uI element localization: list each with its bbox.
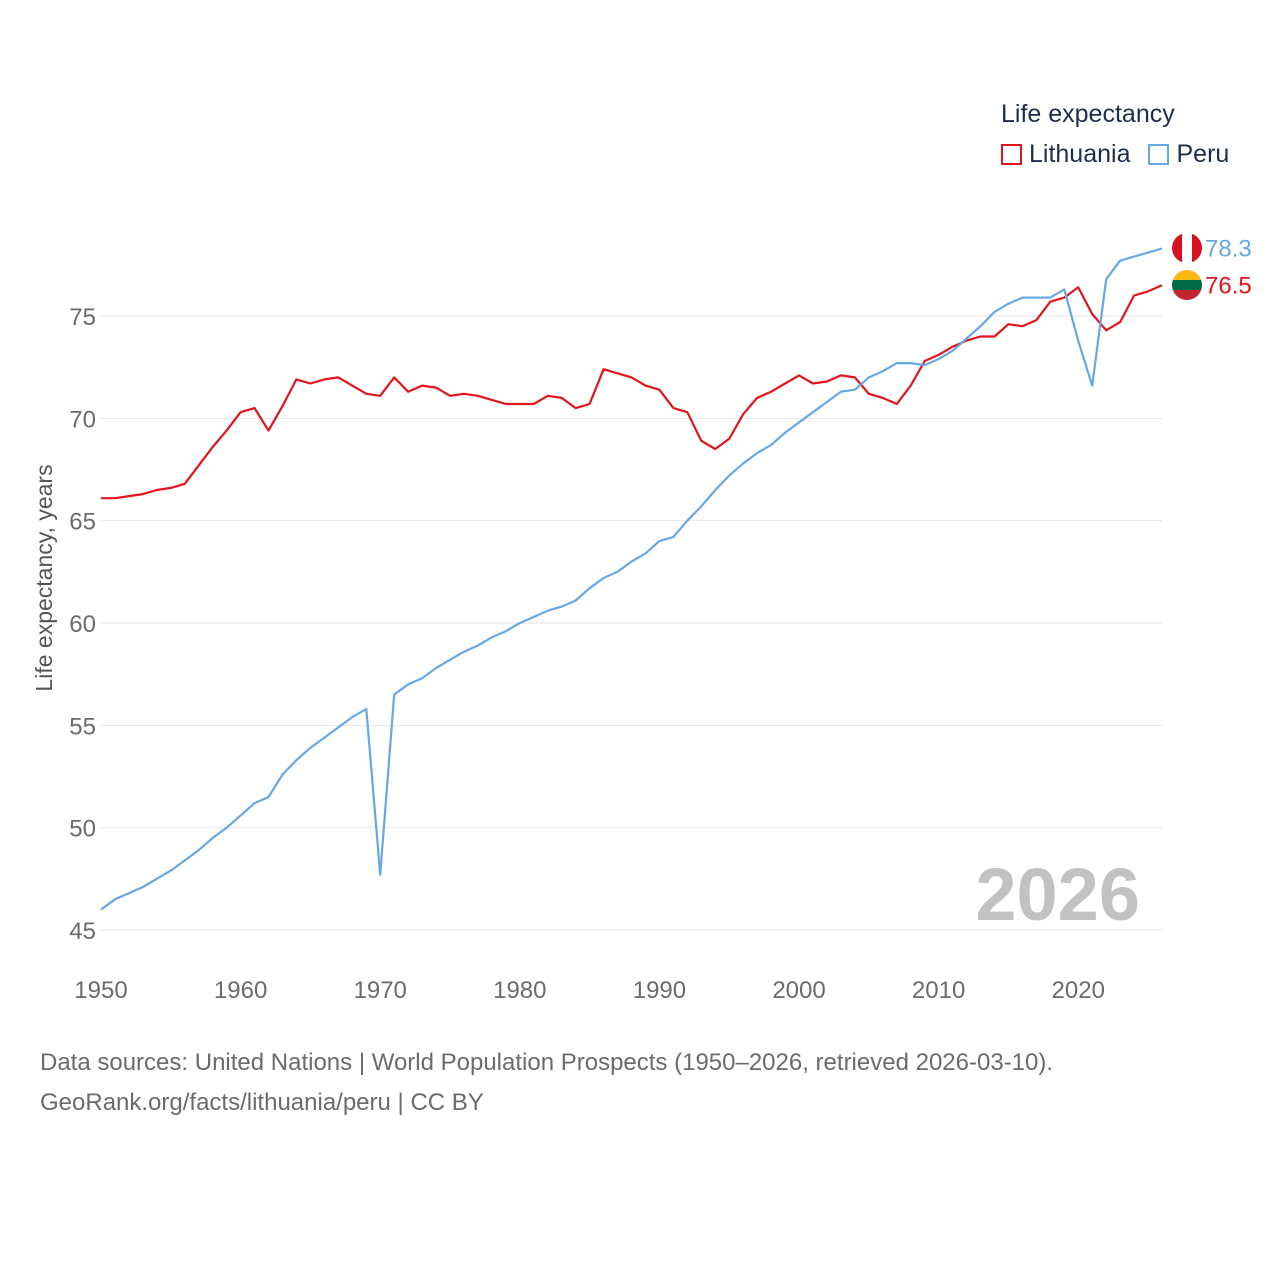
x-tick-label: 2020 bbox=[1052, 977, 1105, 1004]
legend-swatch-peru bbox=[1148, 144, 1170, 165]
series-line-peru bbox=[100, 247, 1163, 911]
legend: Lithuania Peru bbox=[1001, 140, 1247, 169]
legend-title: Life expectancy bbox=[1001, 100, 1175, 128]
x-tick-label: 1960 bbox=[214, 977, 267, 1004]
y-tick-label: 50 bbox=[69, 816, 96, 843]
x-tick-label: 1980 bbox=[493, 977, 546, 1004]
legend-item-lithuania[interactable]: Lithuania bbox=[1001, 140, 1130, 169]
legend-item-peru[interactable]: Peru bbox=[1148, 140, 1229, 169]
series-lines bbox=[100, 247, 1163, 911]
x-tick-label: 1970 bbox=[354, 977, 407, 1004]
legend-swatch-lithuania bbox=[1001, 144, 1022, 165]
year-watermark: 2026 bbox=[975, 853, 1140, 936]
x-tick-label: 1990 bbox=[633, 977, 686, 1004]
y-axis-label: Life expectancy, years bbox=[31, 464, 57, 691]
gridlines bbox=[101, 315, 1162, 931]
y-tick-label: 45 bbox=[69, 918, 96, 945]
series-line-lithuania bbox=[101, 284, 1163, 500]
data-source-text: Data sources: United Nations | World Pop… bbox=[40, 1049, 1054, 1076]
end-value-labels: 76.5 78.3 bbox=[1205, 235, 1252, 299]
lithuania-flag-icon bbox=[1172, 270, 1202, 300]
x-tick-label: 2000 bbox=[772, 977, 825, 1004]
legend-label-lithuania: Lithuania bbox=[1029, 140, 1131, 168]
legend-label-peru: Peru bbox=[1176, 140, 1230, 168]
x-axis-ticks: 1950 1960 1970 1980 1990 2000 2010 2020 bbox=[74, 977, 1105, 1004]
end-label-peru: 78.3 bbox=[1205, 235, 1252, 262]
peru-flag-icon bbox=[1172, 233, 1202, 263]
footer: Data sources: United Nations | World Pop… bbox=[40, 1043, 1053, 1123]
y-tick-label: 60 bbox=[69, 611, 96, 638]
y-tick-label: 65 bbox=[69, 509, 96, 536]
end-label-lithuania: 76.5 bbox=[1205, 272, 1252, 299]
y-axis-ticks: 45 50 55 60 65 70 75 bbox=[69, 304, 96, 945]
y-tick-label: 55 bbox=[69, 713, 96, 740]
y-tick-label: 70 bbox=[69, 406, 96, 433]
attribution-text: GeoRank.org/facts/lithuania/peru | CC BY bbox=[40, 1089, 484, 1116]
x-tick-label: 2010 bbox=[912, 977, 965, 1004]
x-tick-label: 1950 bbox=[74, 977, 127, 1004]
y-tick-label: 75 bbox=[69, 304, 96, 331]
